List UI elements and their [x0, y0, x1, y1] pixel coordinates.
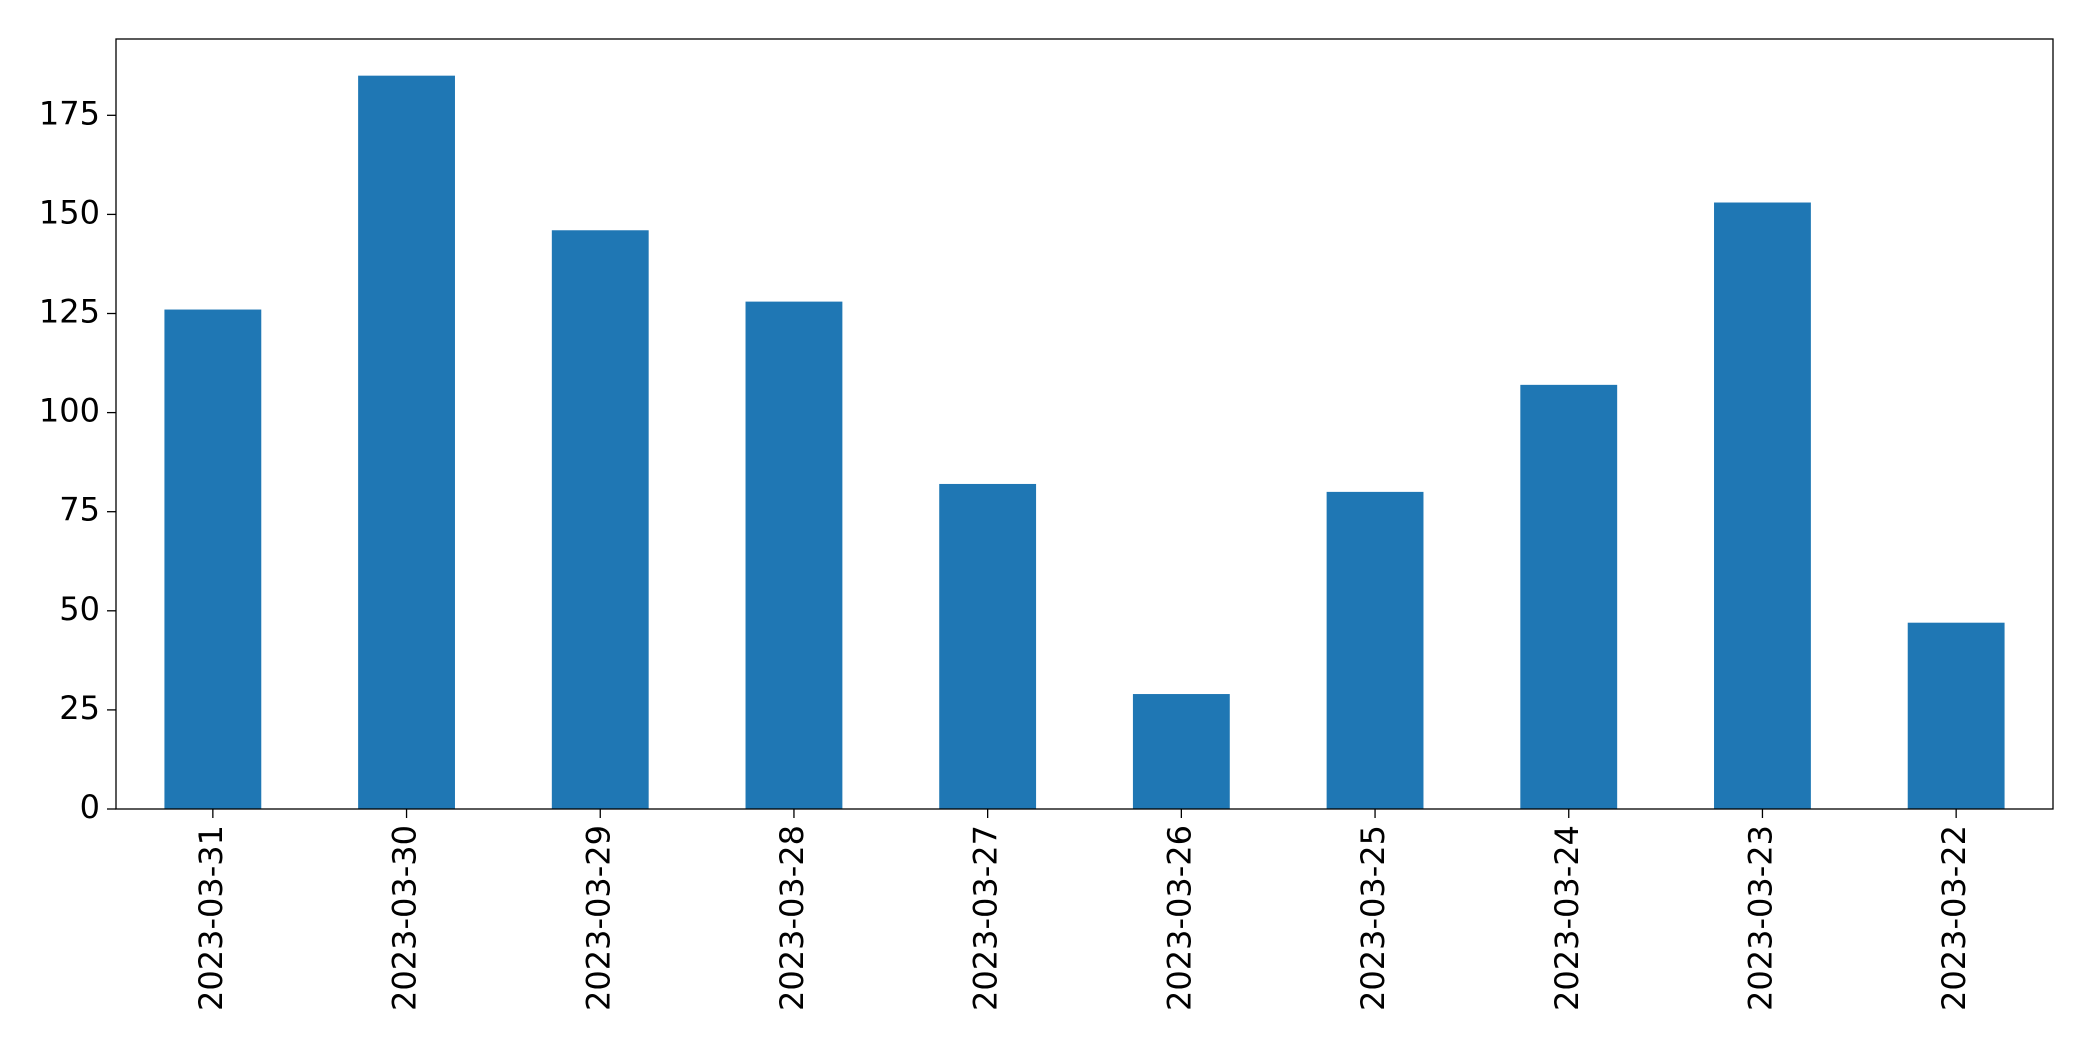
y-tick-label: 0: [80, 788, 100, 826]
y-tick-label: 125: [39, 293, 100, 331]
x-tick-label: 2023-03-24: [1548, 825, 1586, 1011]
x-tick-label: 2023-03-30: [386, 825, 424, 1011]
y-tick-label: 50: [59, 590, 100, 628]
x-tick-label: 2023-03-23: [1741, 825, 1779, 1011]
x-tick-label: 2023-03-26: [1160, 825, 1198, 1011]
bar: [551, 230, 649, 810]
axes-frame: [115, 38, 2054, 810]
y-tick-label: 25: [59, 689, 100, 727]
y-tick-label: 150: [39, 193, 100, 231]
x-tick-label: 2023-03-31: [192, 825, 230, 1011]
bar: [358, 75, 455, 809]
y-tick-label: 75: [59, 491, 100, 529]
x-tick-label: 2023-03-25: [1354, 825, 1392, 1011]
bar: [1132, 694, 1230, 809]
bar: [745, 301, 843, 809]
x-tick-label: 2023-03-27: [967, 825, 1005, 1011]
bar: [1520, 384, 1618, 809]
bar: [1714, 202, 1811, 809]
bar: [1326, 491, 1424, 809]
x-tick-label: 2023-03-28: [773, 825, 811, 1011]
x-tick-label: 2023-03-22: [1935, 825, 1973, 1011]
x-tick-label: 2023-03-29: [579, 825, 617, 1011]
y-tick-label: 100: [39, 392, 100, 430]
bar: [939, 483, 1037, 809]
bar: [164, 309, 262, 809]
y-tick-label: 175: [39, 94, 100, 132]
bar: [1907, 622, 2005, 809]
